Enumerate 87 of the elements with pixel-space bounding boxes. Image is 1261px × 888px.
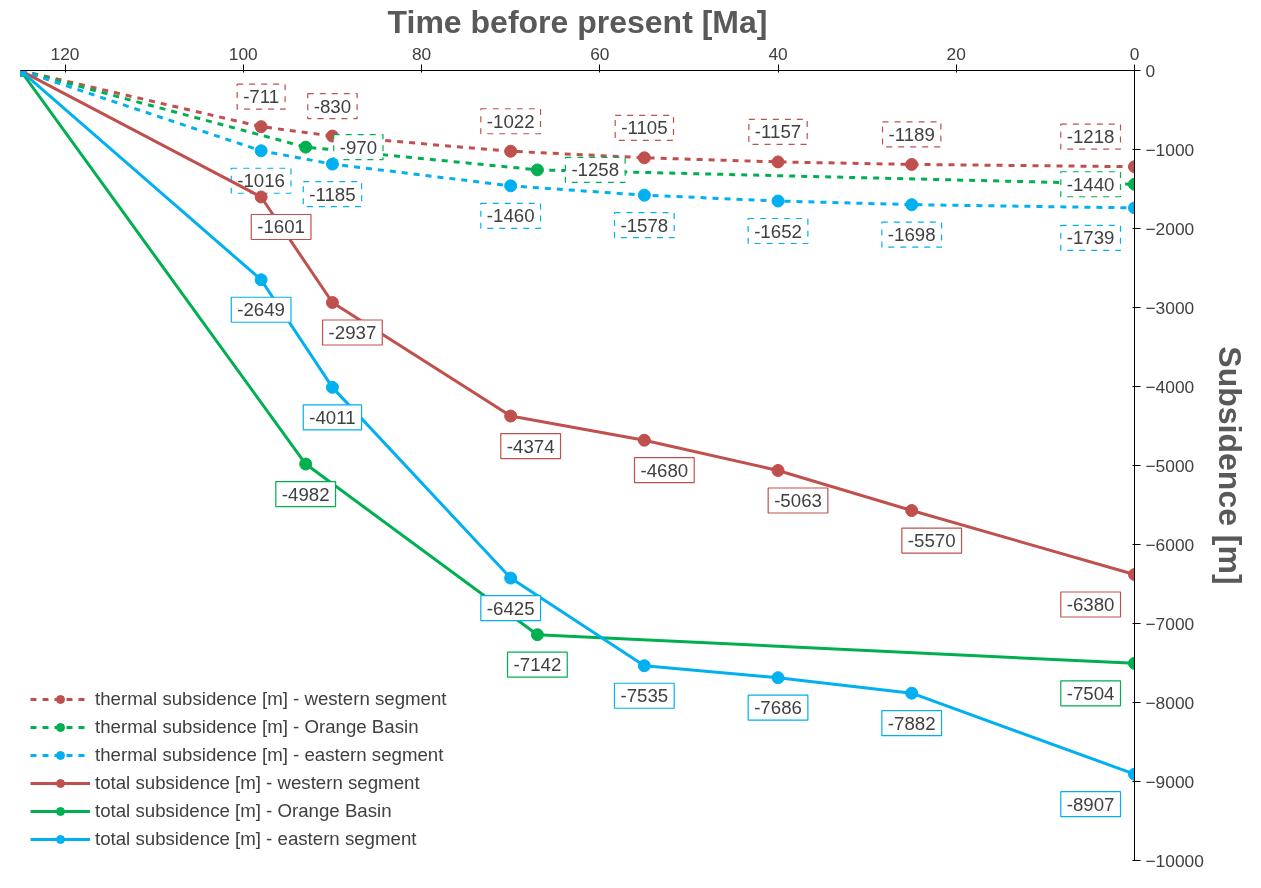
data-label: -1016 [237, 170, 285, 192]
y-tick-label: −9000 [1145, 771, 1195, 792]
data-label: -7504 [1066, 682, 1115, 704]
x-tick-label: 60 [590, 43, 610, 64]
data-label: -1105 [621, 117, 668, 139]
point [905, 157, 919, 171]
y-tick-label: −5000 [1145, 455, 1195, 476]
x-tick-label: 100 [228, 43, 258, 64]
data-label: -5063 [774, 489, 822, 511]
point [771, 671, 785, 685]
point [504, 179, 518, 193]
x-tick-label: 80 [411, 43, 432, 64]
x-tick-label: 20 [946, 43, 966, 64]
point [325, 380, 339, 394]
data-label: -6380 [1066, 594, 1115, 616]
data-label: -5570 [907, 530, 956, 552]
data-label: -1578 [620, 214, 669, 236]
point [905, 686, 919, 700]
point [771, 194, 785, 208]
data-label: -6425 [486, 597, 535, 619]
y-tick-label: −4000 [1145, 376, 1195, 397]
data-label: -7535 [620, 685, 669, 707]
legend-label: total subsidence [m] - eastern segment [95, 828, 417, 850]
data-label: -1698 [887, 224, 936, 246]
y-tick-label: −10000 [1145, 850, 1204, 871]
point [325, 157, 339, 171]
data-label: -4011 [309, 406, 356, 428]
data-label: -4374 [506, 435, 555, 457]
y-tick-label: −8000 [1145, 692, 1195, 713]
data-label: -1652 [754, 220, 802, 242]
point [254, 120, 268, 134]
y-tick-label: −1000 [1145, 139, 1195, 160]
data-label: -7882 [887, 712, 936, 734]
data-label: -4982 [281, 483, 330, 505]
data-label: -1460 [486, 205, 535, 227]
point [299, 140, 313, 154]
data-label: -4680 [640, 459, 689, 481]
legend-label: total subsidence [m] - Orange Basin [95, 800, 392, 822]
point [299, 457, 313, 471]
y-tick-label: −3000 [1145, 297, 1195, 318]
point [637, 188, 651, 202]
x-tick-label: 40 [768, 43, 788, 64]
legend-label: thermal subsidence [m] - western segment [95, 688, 447, 710]
y-axis-title: Subsidence [m] [1211, 346, 1248, 585]
data-label: -970 [339, 136, 378, 158]
point [771, 463, 785, 477]
point [530, 163, 544, 177]
data-label: -1218 [1066, 126, 1115, 148]
data-label: -1022 [486, 110, 535, 132]
data-label: -2937 [328, 322, 377, 344]
point [905, 504, 919, 518]
x-axis-title: Time before present [Ma] [387, 3, 768, 40]
data-label: -8907 [1066, 793, 1115, 815]
data-label: -1157 [754, 121, 802, 143]
legend-label: total subsidence [m] - western segment [95, 772, 420, 794]
data-label: -7142 [513, 654, 562, 676]
point [254, 273, 268, 287]
point [530, 628, 544, 642]
point [325, 296, 339, 310]
data-label: -1440 [1066, 173, 1115, 195]
point [905, 198, 919, 212]
legend-label: thermal subsidence [m] - eastern segment [95, 744, 444, 766]
point [637, 659, 651, 673]
y-tick-label: −2000 [1145, 218, 1195, 239]
data-label: -1739 [1066, 227, 1115, 249]
data-label: -1189 [888, 123, 935, 145]
point [504, 144, 518, 158]
data-label: -1185 [309, 183, 356, 205]
point [254, 144, 268, 158]
y-tick-label: −6000 [1145, 534, 1195, 555]
data-label: -711 [243, 86, 280, 108]
data-label: -2649 [237, 299, 285, 321]
point [771, 155, 785, 169]
point [637, 151, 651, 165]
data-label: -1258 [571, 159, 620, 181]
x-tick-label: 0 [1129, 43, 1140, 64]
y-tick-label: −7000 [1145, 613, 1195, 634]
point [504, 571, 518, 585]
data-label: -1601 [257, 216, 305, 238]
legend-label: thermal subsidence [m] - Orange Basin [95, 716, 419, 738]
point [254, 190, 268, 204]
x-tick-label: 120 [50, 43, 80, 64]
point [637, 433, 651, 447]
data-label: -830 [313, 95, 352, 117]
y-tick-label: 0 [1145, 60, 1156, 81]
data-label: -7686 [754, 697, 802, 719]
point [504, 409, 518, 423]
